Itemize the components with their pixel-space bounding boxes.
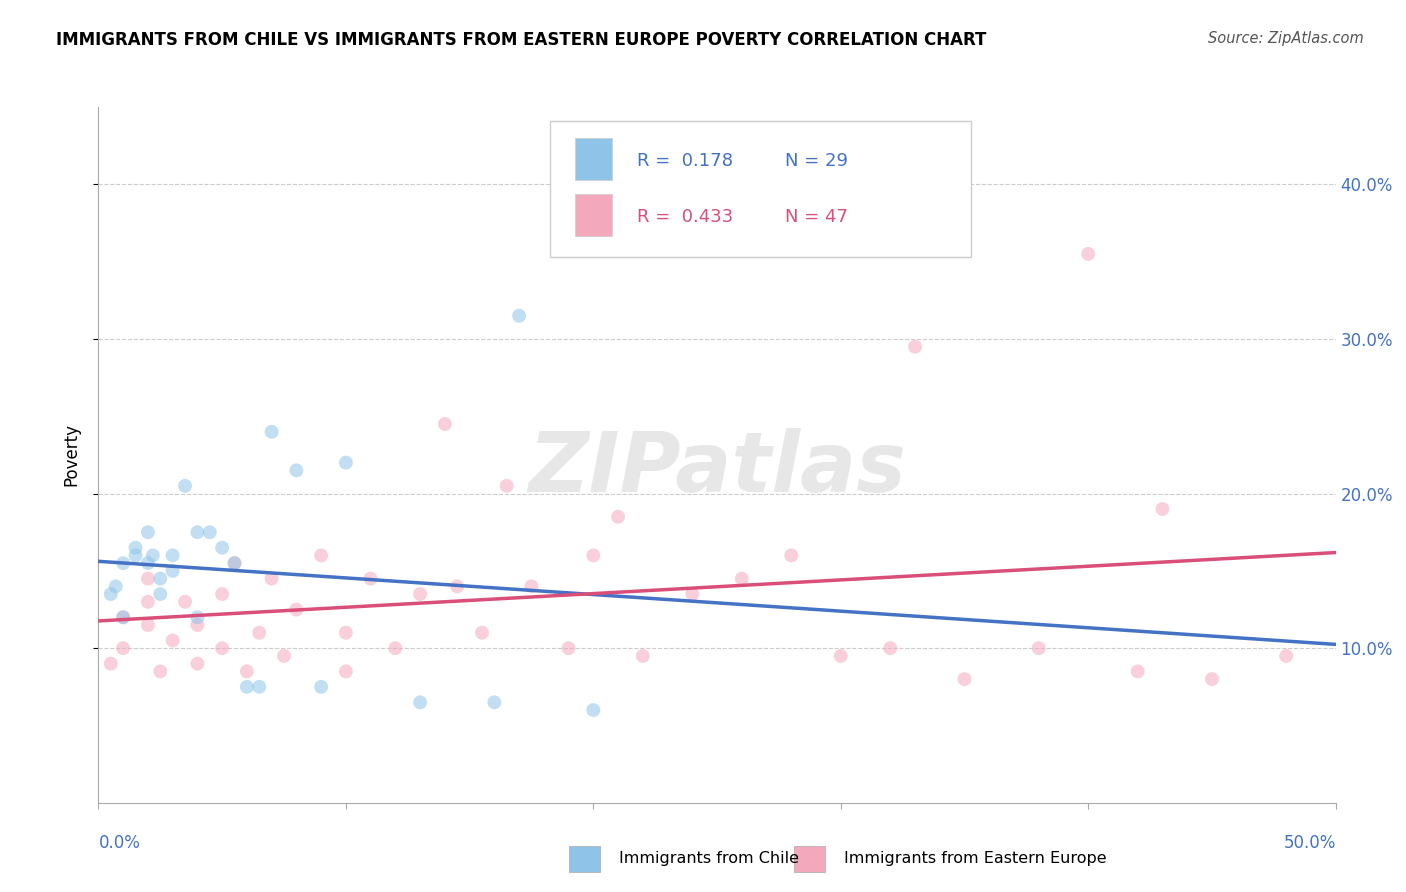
Point [607,509,630,524]
Point [104,579,127,593]
Text: ZIPatlas: ZIPatlas [529,428,905,509]
Point [335,625,357,640]
Point [681,587,703,601]
Point [273,648,295,663]
Text: 0.0%: 0.0% [98,834,141,852]
FancyBboxPatch shape [575,138,612,180]
Point [309,549,332,563]
Point [136,525,159,540]
Point [508,309,530,323]
Point [731,572,754,586]
Point [124,549,146,563]
Point [136,572,159,586]
Point [335,456,357,470]
Point [904,340,927,354]
Point [582,703,605,717]
Point [124,541,146,555]
Point [247,625,270,640]
Point [211,587,233,601]
Point [186,525,208,540]
Point [186,610,208,624]
Point [224,556,246,570]
Point [136,595,159,609]
Point [631,648,654,663]
Point [162,549,184,563]
Point [149,572,172,586]
Point [136,618,159,632]
Point [174,479,197,493]
Point [211,541,233,555]
Point [309,680,332,694]
Point [142,549,165,563]
Point [186,618,208,632]
Point [224,556,246,570]
Point [186,657,208,671]
Point [953,672,976,686]
Point [162,633,184,648]
Point [520,579,543,593]
Point [1126,665,1149,679]
Point [211,641,233,656]
Point [335,665,357,679]
Point [557,641,579,656]
Point [112,641,135,656]
Text: Source: ZipAtlas.com: Source: ZipAtlas.com [1208,31,1364,46]
Point [409,695,432,709]
Point [830,648,852,663]
Point [384,641,406,656]
Point [582,549,605,563]
Point [360,572,382,586]
Text: N = 47: N = 47 [785,208,848,226]
Text: Immigrants from Eastern Europe: Immigrants from Eastern Europe [844,851,1107,865]
Text: N = 29: N = 29 [785,153,848,170]
Point [879,641,901,656]
Point [198,525,221,540]
Text: Immigrants from Chile: Immigrants from Chile [619,851,799,865]
Point [1152,502,1174,516]
Point [1077,247,1099,261]
Point [1275,648,1298,663]
Point [174,595,197,609]
Point [100,587,122,601]
Point [1201,672,1223,686]
Point [247,680,270,694]
Point [260,425,283,439]
Point [112,610,135,624]
FancyBboxPatch shape [550,121,970,257]
Point [236,665,259,679]
Point [285,602,308,616]
Text: 50.0%: 50.0% [1284,834,1336,852]
Point [433,417,456,431]
Text: R =  0.433: R = 0.433 [637,208,733,226]
Point [285,463,308,477]
Text: R =  0.178: R = 0.178 [637,153,733,170]
Text: IMMIGRANTS FROM CHILE VS IMMIGRANTS FROM EASTERN EUROPE POVERTY CORRELATION CHAR: IMMIGRANTS FROM CHILE VS IMMIGRANTS FROM… [56,31,987,49]
Point [409,587,432,601]
Point [236,680,259,694]
Point [471,625,494,640]
FancyBboxPatch shape [575,194,612,235]
Point [149,587,172,601]
Point [446,579,468,593]
Point [484,695,506,709]
Point [112,610,135,624]
Point [100,657,122,671]
Point [780,549,803,563]
Point [162,564,184,578]
Point [260,572,283,586]
Y-axis label: Poverty: Poverty [62,424,80,486]
Point [495,479,517,493]
Point [149,665,172,679]
Point [136,556,159,570]
Point [112,556,135,570]
Point [1028,641,1050,656]
